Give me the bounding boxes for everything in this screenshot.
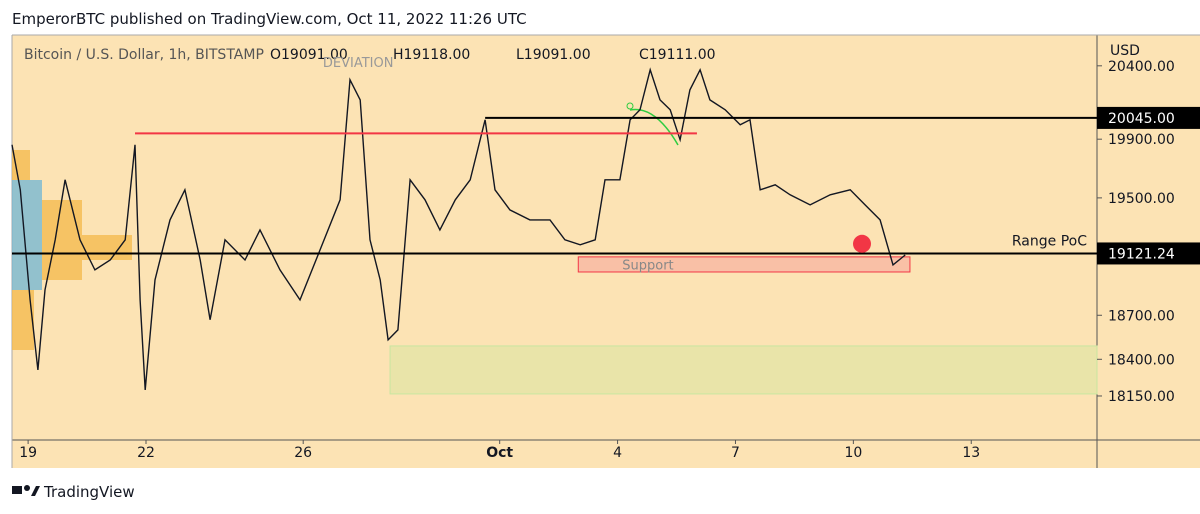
symbol-title: Bitcoin / U.S. Dollar, 1h, BITSTAMP xyxy=(24,47,264,63)
footer-brand: TradingView xyxy=(43,483,135,501)
volume-profile-bar xyxy=(42,200,82,280)
zone xyxy=(577,256,911,273)
ohlc-value: H19118.00 xyxy=(393,47,470,63)
zone-label: Support xyxy=(622,258,673,273)
ohlc-value: O19091.00 xyxy=(270,47,348,63)
x-tick-label: 10 xyxy=(844,445,862,461)
y-tick-label: 19500.00 xyxy=(1108,191,1175,207)
ohlc-value: C19111.00 xyxy=(639,47,716,63)
line-name: Range PoC xyxy=(1012,233,1087,249)
y-tick-label: 18150.00 xyxy=(1108,389,1175,405)
x-tick-label: 22 xyxy=(137,445,155,461)
logo xyxy=(12,485,40,496)
x-tick-label: Oct xyxy=(486,445,513,461)
price-label: 20045.00 xyxy=(1108,111,1175,127)
logo-mark xyxy=(24,485,30,491)
price-label-box xyxy=(1097,106,1200,129)
x-tick-label: 13 xyxy=(962,445,980,461)
volume-profile-bar xyxy=(12,290,34,350)
zone xyxy=(389,345,1098,395)
volume-profile-bar xyxy=(82,235,132,260)
y-tick-label: 18700.00 xyxy=(1108,308,1175,324)
x-tick-label: 26 xyxy=(294,445,312,461)
x-tick-label: 19 xyxy=(19,445,37,461)
y-tick-label: 19900.00 xyxy=(1108,132,1175,148)
marker xyxy=(853,234,872,253)
ohlc-value: L19091.00 xyxy=(516,47,591,63)
volume-profile-bar xyxy=(12,180,42,290)
logo-mark xyxy=(12,486,22,494)
x-tick-label: 4 xyxy=(613,445,622,461)
volume-profile-bar xyxy=(12,150,30,180)
price-line xyxy=(11,67,906,391)
logo-mark xyxy=(31,486,40,496)
x-tick-label: 7 xyxy=(731,445,740,461)
chart-background xyxy=(12,35,1200,468)
arrow-curve xyxy=(629,108,679,146)
currency-label: USD xyxy=(1110,43,1140,59)
arrow-start xyxy=(626,102,634,110)
annotation: DEVIATION xyxy=(323,56,394,71)
price-label: 19121.24 xyxy=(1108,246,1175,262)
publish-header: EmperorBTC published on TradingView.com,… xyxy=(12,10,527,28)
y-tick-label: 20400.00 xyxy=(1108,59,1175,75)
y-tick-label: 18400.00 xyxy=(1108,352,1175,368)
price-label-box xyxy=(1097,242,1200,265)
